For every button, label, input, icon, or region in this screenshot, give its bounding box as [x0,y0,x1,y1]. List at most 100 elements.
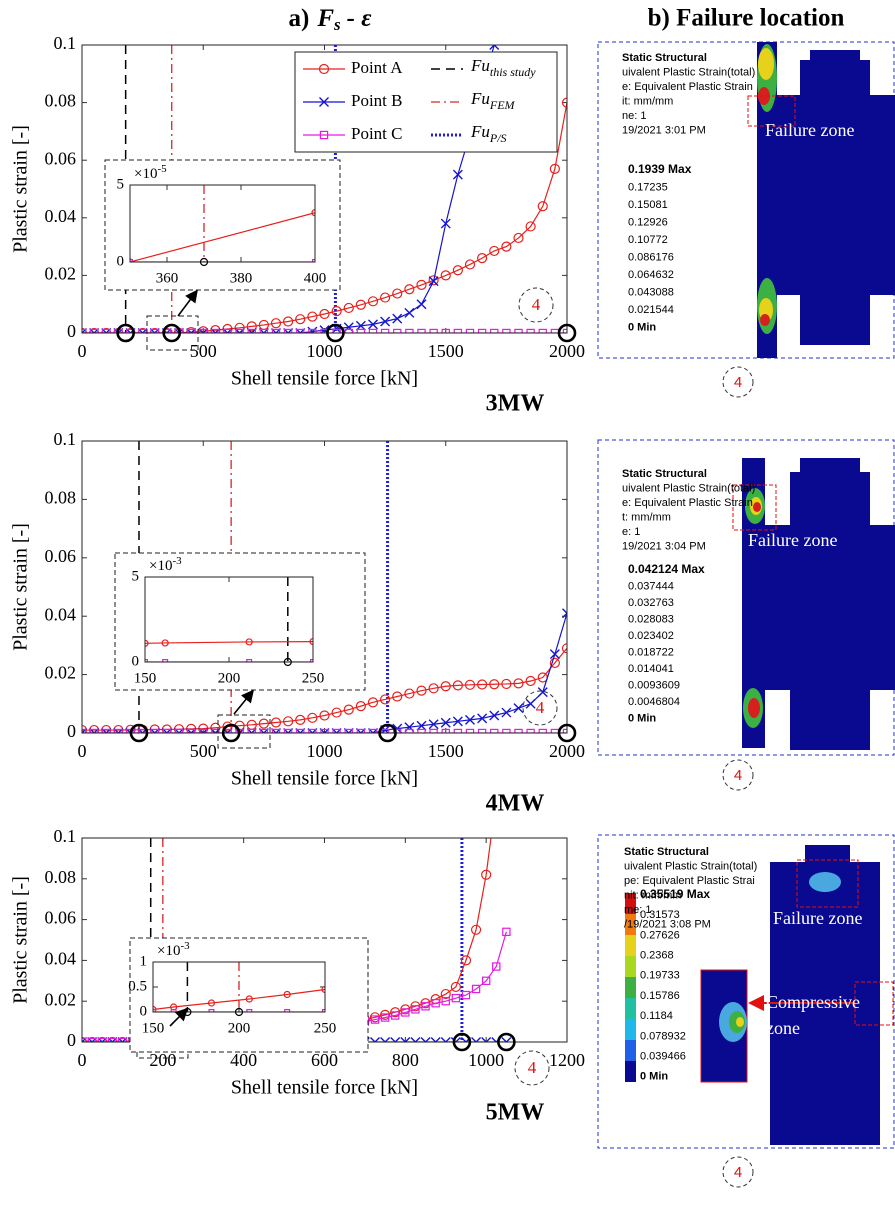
panel-title: b) Failure location [648,5,845,32]
y-tick-label: 0.06 [45,546,77,566]
row-label: 5MW [486,1100,545,1126]
x-tick-label: 400 [304,270,327,286]
result-info: pe: Equivalent Plastic Strai [624,875,755,887]
x-tick-label: 250 [314,1020,337,1036]
scale-label: 0.037444 [628,580,674,592]
x-tick-label: 1000 [468,1050,504,1070]
y-tick-label: 0.1 [54,826,77,846]
y-tick-label: 0.1 [54,33,77,53]
scale-label: 0.078932 [640,1030,686,1042]
annotation: 4 [734,374,742,391]
legend-subscript: P/S [489,131,507,145]
x-tick-label: 0 [78,1050,87,1070]
result-info: uivalent Plastic Strain(total) [622,66,755,78]
x-tick-label: 500 [190,341,217,361]
row-label: 4MW [486,791,545,817]
y-tick-label: 0.02 [45,663,77,683]
contour [748,698,760,718]
x-tick-label: 200 [149,1050,176,1070]
x-tick-label: 400 [230,1050,257,1070]
zone-label: Failure zone [748,530,837,550]
x-tick-label: 1500 [428,341,464,361]
x-tick-label: 250 [302,670,325,686]
y-axis-label: Plastic strain [-] [10,876,32,1004]
x-tick-label: 1000 [307,741,343,761]
y-tick-label: 0.04 [45,604,77,624]
contour [753,502,761,512]
annotation: 4 [536,698,545,717]
title-suffix: - ε [347,5,373,32]
y-tick-label: 0.04 [45,949,77,969]
scale-label: 0 Min [628,321,656,333]
x-axis-label: Shell tensile force [kN] [231,768,418,790]
zone-label: zone [766,1018,800,1038]
scale-label: 0.19733 [640,970,680,982]
x-tick-label: 150 [134,670,157,686]
scale-label: 0.2368 [640,950,674,962]
figure: a)Fs- εb) Failure location05001000150020… [0,0,895,1213]
scale-label: 0.17235 [628,181,668,193]
scale-label: 0 Min [640,1071,668,1083]
x-tick-label: 0 [78,341,87,361]
y-tick-label: 0.04 [45,206,77,226]
result-info: 19/2021 3:01 PM [622,124,706,136]
scale-label: 0.15081 [628,199,668,211]
x-tick-label: 0 [78,741,87,761]
legend-name: Fu [470,89,490,108]
result-info: uivalent Plastic Strain(total) [624,860,757,872]
panel-title: a)Fs- ε [289,5,373,34]
y-tick-label: 0 [67,1030,76,1050]
result-info: uivalent Plastic Strain(total) [622,482,755,494]
scale-label: 0.31573 [640,909,680,921]
result-info: e: Equivalent Plastic Strain [622,497,753,509]
x-tick-label: 1500 [428,741,464,761]
y-axis-label: Plastic strain [-] [10,523,32,651]
x-tick-label: 600 [311,1050,338,1070]
legend-label: Point C [351,124,403,143]
multiplier-exponent: -3 [172,555,182,567]
y-tick-label: 0 [132,653,140,669]
x-tick-label: 380 [230,270,253,286]
x-axis-label: Shell tensile force [kN] [231,1077,418,1099]
x-tick-label: 2000 [549,341,585,361]
y-tick-label: 0.02 [45,264,77,284]
y-tick-label: 0.08 [45,91,77,111]
result-info: Static Structural [622,52,707,64]
result-info: it: mm/mm [622,95,673,107]
scale-label: 0.0046804 [628,696,680,708]
y-tick-label: 0 [140,1003,148,1019]
zone-label: Failure zone [773,908,862,928]
plot-area [145,577,313,662]
result-info: Static Structural [624,846,709,858]
multiplier-exponent: -3 [180,940,190,952]
y-tick-label: 0 [117,253,125,269]
scale-label: 0.032763 [628,597,674,609]
scale-label: 0.021544 [628,304,674,316]
result-info: 19/2021 3:04 PM [622,540,706,552]
contour [760,314,770,326]
x-tick-label: 200 [228,1020,251,1036]
y-tick-label: 0.02 [45,989,77,1009]
x-tick-label: 1000 [307,341,343,361]
multiplier-base: ×10 [149,558,172,574]
annotation: 4 [734,1164,742,1181]
y-tick-label: 0.08 [45,488,77,508]
scale-label: 0.15786 [640,990,680,1002]
scale-label: 0.35519 Max [640,887,710,901]
x-tick-label: 1200 [549,1050,585,1070]
scale-label: 0.028083 [628,613,674,625]
y-tick-label: 0.1 [54,429,77,449]
scale-label: 0.12926 [628,216,668,228]
scale-label: 0.064632 [628,269,674,281]
scale-label: 0.042124 Max [628,562,705,576]
contour [758,48,774,80]
contour [809,872,841,892]
x-tick-label: 800 [392,1050,419,1070]
legend-name: Fu [470,56,490,75]
y-tick-label: 0.08 [45,867,77,887]
scale-label: 0.014041 [628,663,674,675]
scale-label: 0.086176 [628,251,674,263]
legend-subscript: this study [490,65,536,79]
scale-label: 0.018722 [628,646,674,658]
scale-label: 0.27626 [640,929,680,941]
